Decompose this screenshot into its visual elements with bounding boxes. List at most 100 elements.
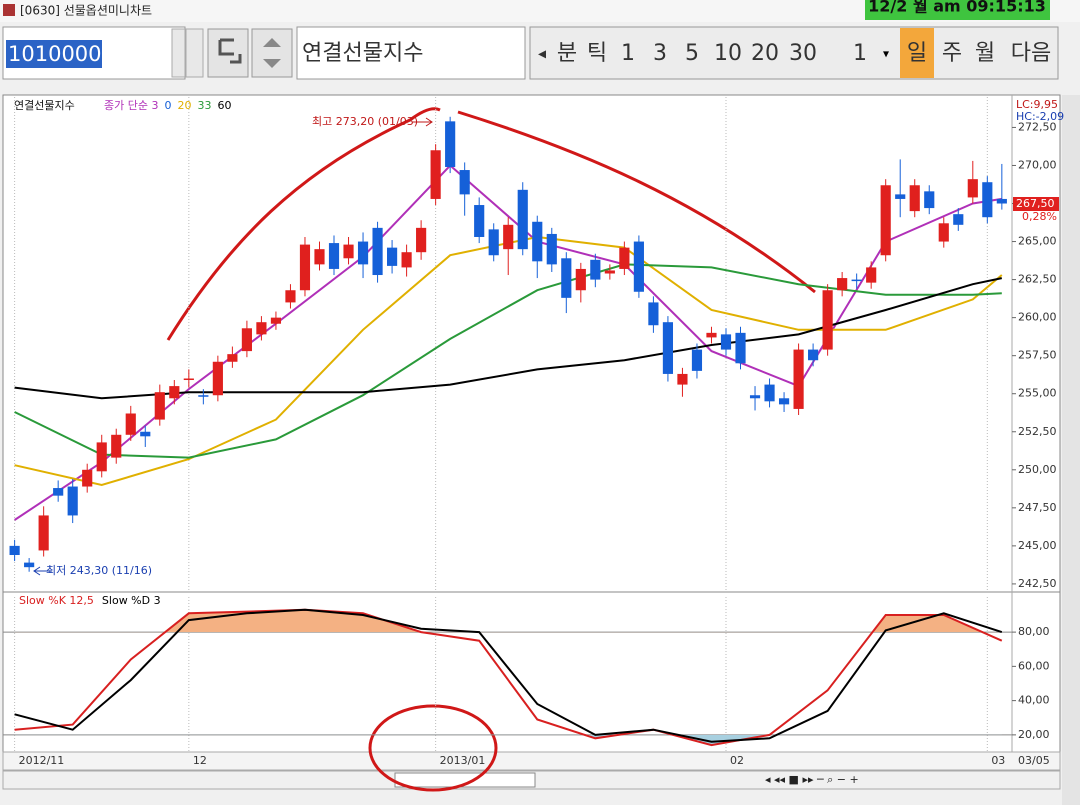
y-tick-label: 262,50	[1018, 273, 1057, 286]
last-price-box	[1013, 197, 1059, 211]
candle-body	[169, 386, 180, 399]
y-tick-label: 250,00	[1018, 463, 1057, 476]
y-tick-label: 265,00	[1018, 235, 1057, 248]
candle-body	[691, 349, 703, 371]
x-tick-label: 03	[991, 754, 1005, 767]
candle-body	[459, 170, 470, 195]
period-button[interactable]: 1	[621, 41, 635, 66]
period-button[interactable]: 20	[751, 41, 779, 66]
candle-body	[895, 194, 906, 199]
candle-body	[198, 395, 209, 397]
unit-button[interactable]: 주	[942, 41, 962, 66]
candle-body	[430, 150, 441, 199]
count-dropdown[interactable]: ▾	[883, 47, 889, 61]
x-tick-label: 2013/01	[440, 754, 486, 767]
search-button[interactable]	[185, 28, 204, 78]
clock: 12/2 월 am 09:15:13	[868, 0, 1046, 16]
candle-body	[706, 332, 717, 338]
y-tick-label: 247,50	[1018, 501, 1057, 514]
candle-body	[328, 243, 340, 269]
candle-body	[764, 384, 775, 402]
candle-body	[140, 431, 151, 437]
x-tick-label: 12	[193, 754, 207, 767]
candle-body	[982, 182, 993, 218]
last-price: 267,50	[1016, 197, 1055, 210]
legend: 종가 단순 3 0 20 33 60	[104, 99, 231, 112]
y-tick-label: 80,00	[1018, 625, 1050, 638]
candle-body	[837, 278, 848, 291]
candle-body	[256, 322, 267, 335]
candle-body	[866, 267, 877, 283]
stochastic-line	[14, 608, 1003, 747]
chart-title: 연결선물지수	[14, 99, 75, 112]
spin-icon	[263, 38, 281, 68]
candle-body	[561, 258, 572, 298]
item-name: 연결선물지수	[302, 41, 423, 66]
candle-body	[967, 179, 978, 198]
x-tick-label: 2012/11	[19, 754, 65, 767]
candle-body	[735, 332, 746, 364]
clock-box	[865, 0, 1050, 20]
unit-button[interactable]: 일	[907, 41, 927, 66]
code-dropdown[interactable]	[171, 28, 186, 78]
candle-body	[53, 488, 64, 496]
y-tick-label: 270,00	[1018, 158, 1057, 171]
candle-body	[793, 349, 804, 409]
candle-body	[387, 247, 398, 266]
period-button[interactable]: 30	[789, 41, 817, 66]
candle-body	[285, 290, 296, 303]
selected-unit-bg	[900, 28, 934, 78]
candle-body	[38, 515, 49, 551]
period-button[interactable]: 10	[714, 41, 742, 66]
candle-body	[82, 469, 93, 487]
candle-body	[924, 191, 935, 209]
nav-buttons[interactable]: ◂ ◂◂ ■ ▸▸ ─ ⌕ − +	[765, 773, 859, 786]
period-button[interactable]: 틱	[587, 41, 607, 66]
item-field[interactable]	[296, 26, 526, 80]
legend-entry: 20	[177, 99, 191, 112]
low-annotation: 최저 243,30 (11/16)	[46, 564, 152, 577]
hand-drawn-arc	[166, 107, 441, 341]
spin-button[interactable]	[251, 28, 293, 78]
candle-body	[720, 334, 732, 350]
y-tick-label: 60,00	[1018, 659, 1050, 672]
candle-body	[619, 247, 630, 269]
hc-label: HC:-2,09	[1016, 110, 1064, 123]
count-field[interactable]: 1	[853, 41, 867, 66]
candle-body	[503, 224, 514, 250]
candle-body	[590, 259, 601, 280]
candle-body	[778, 398, 790, 405]
legend-entry: 60	[217, 99, 231, 112]
scroll-left[interactable]: ◂	[538, 44, 546, 63]
hand-drawn-circle	[368, 704, 498, 792]
candle-body	[111, 434, 122, 458]
next-button[interactable]: 다음	[1011, 41, 1051, 66]
y-tick-label: 257,50	[1018, 349, 1057, 362]
unit-button[interactable]: 월	[975, 41, 995, 66]
candle-body	[677, 373, 688, 385]
y-tick-label: 242,50	[1018, 577, 1057, 590]
candle-body	[938, 223, 949, 242]
c-icon	[218, 38, 242, 64]
legend-entry: Slow %D 3	[102, 594, 161, 607]
window-title: [0630] 선물옵션미니차트	[20, 4, 152, 18]
y-tick-label: 245,00	[1018, 539, 1057, 552]
candle-body	[517, 189, 528, 250]
candle-body	[749, 395, 761, 399]
title-bar	[0, 0, 1080, 22]
moving-average	[14, 263, 1002, 459]
candle-body	[808, 349, 819, 361]
period-button[interactable]: 3	[653, 41, 667, 66]
candle-body	[953, 214, 964, 225]
period-button[interactable]: 5	[685, 41, 699, 66]
candle-body	[880, 185, 891, 256]
y-tick-label: 255,00	[1018, 387, 1057, 400]
candle-body	[474, 205, 485, 237]
stochastic-line	[14, 608, 1003, 743]
candle-body	[996, 198, 1007, 204]
period-button[interactable]: 분	[557, 41, 577, 66]
end-date: 03/05	[1018, 754, 1050, 767]
overbought-fill	[14, 609, 1002, 633]
high-arrow	[412, 117, 433, 127]
candle-body	[96, 442, 107, 472]
